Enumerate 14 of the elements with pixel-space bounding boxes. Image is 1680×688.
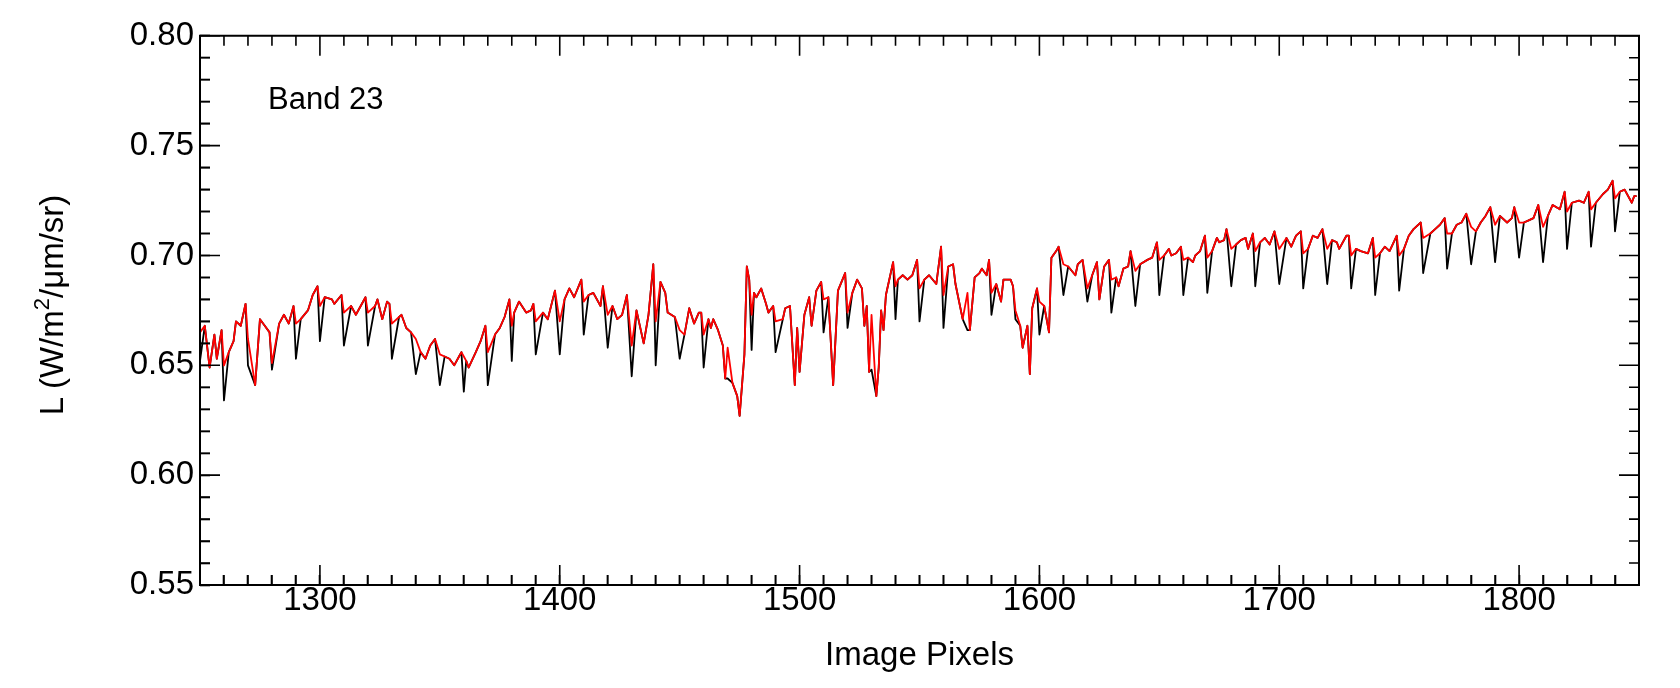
x-tick-label: 1500 bbox=[762, 579, 837, 617]
x-tick-label: 1600 bbox=[1002, 579, 1077, 617]
y-tick-label: 0.80 bbox=[129, 14, 194, 52]
y-tick-label: 0.60 bbox=[129, 454, 194, 492]
x-tick-label: 1800 bbox=[1482, 579, 1556, 617]
x-axis-title: Image Pixels bbox=[825, 635, 1014, 673]
x-tick-label: 1400 bbox=[523, 579, 597, 617]
y-tick-label: 0.55 bbox=[129, 564, 194, 602]
y-tick-label: 0.75 bbox=[129, 124, 194, 162]
x-tick-label: 1300 bbox=[283, 579, 357, 617]
y-tick-label: 0.70 bbox=[129, 234, 194, 272]
y-tick-label: 0.65 bbox=[129, 344, 194, 382]
annotation: Band 23 bbox=[268, 81, 384, 117]
x-tick-label: 1700 bbox=[1242, 579, 1316, 617]
